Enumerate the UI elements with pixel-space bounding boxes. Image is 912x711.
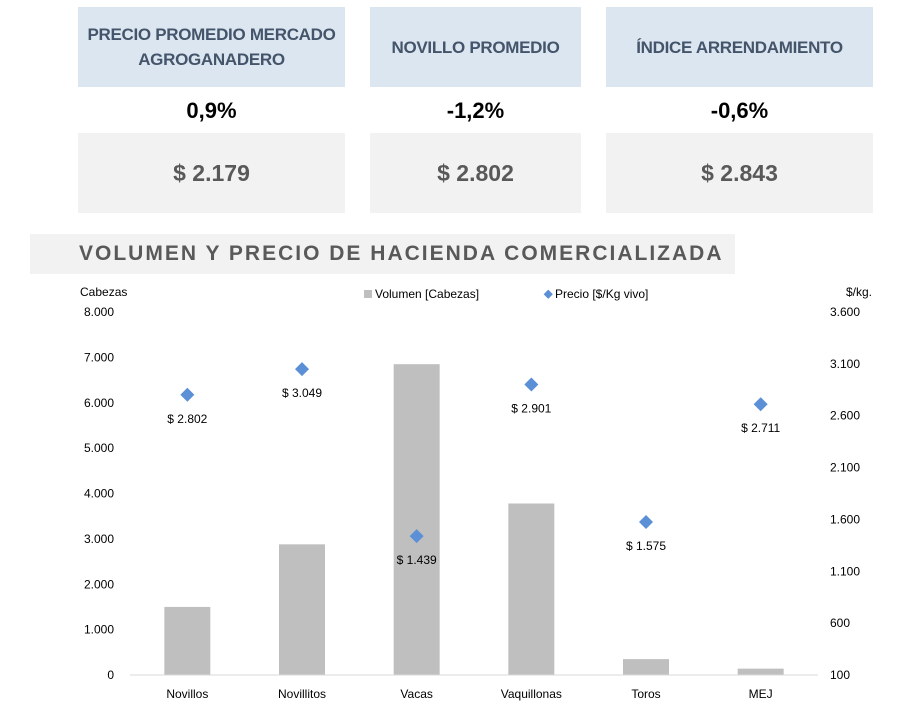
price-data-label: $ 2.802	[167, 412, 207, 426]
y-tick-label: 8.000	[84, 305, 114, 319]
price-data-label: $ 2.901	[511, 401, 551, 415]
y2-tick-label: 100	[830, 668, 850, 682]
card-title-arrendamiento: ÍNDICE ARRENDAMIENTO	[606, 7, 873, 87]
y-tick-label: 6.000	[84, 396, 114, 410]
y-tick-label: 0	[107, 668, 114, 682]
bar-novillos	[164, 606, 211, 675]
bar-toros	[623, 659, 669, 675]
card-change-arrendamiento: -0,6%	[710, 98, 769, 123]
y2-tick-label: 2.100	[830, 461, 860, 475]
price-marker-novillitos	[295, 362, 309, 377]
x-tick-label: Toros	[631, 687, 660, 701]
x-tick-label: MEJ	[749, 687, 773, 701]
card-change-mercado: 0,9%	[186, 98, 237, 123]
legend-bar-label: Volumen [Cabezas]	[375, 287, 479, 301]
y-tick-label: 3.000	[84, 532, 114, 546]
price-data-label: $ 1.575	[626, 539, 666, 553]
y2-tick-label: 600	[830, 616, 850, 630]
y-tick-label: 1.000	[84, 623, 114, 637]
card-title-mercado: PRECIO PROMEDIO MERCADO AGROGANADERO	[78, 7, 345, 87]
y2-tick-label: 3.600	[830, 305, 860, 319]
price-data-label: $ 1.439	[397, 553, 437, 567]
legend-marker-label: Precio [$/Kg vivo]	[555, 287, 648, 301]
y2-tick-label: 3.100	[830, 357, 860, 371]
x-tick-label: Novillitos	[278, 687, 326, 701]
card-change-novillo: -1,2%	[446, 98, 505, 123]
card-price-arrendamiento: $ 2.843	[606, 133, 873, 213]
y2-axis-label: $/kg.	[846, 285, 872, 299]
price-marker-vacas	[409, 529, 424, 544]
y-tick-label: 4.000	[84, 487, 114, 501]
x-tick-label: Novillos	[166, 687, 208, 701]
y-axis-label: Cabezas	[80, 285, 127, 299]
y2-tick-label: 2.600	[830, 409, 860, 423]
x-tick-label: Vacas	[400, 687, 432, 701]
y2-tick-label: 1.600	[830, 512, 860, 526]
y-tick-label: 2.000	[84, 577, 114, 591]
price-marker-mej	[753, 397, 768, 412]
bar-vaquillonas	[508, 503, 555, 675]
card-title-novillo: NOVILLO PROMEDIO	[370, 7, 581, 87]
bar-novillitos	[279, 544, 325, 675]
bar-mej	[737, 668, 784, 675]
legend-marker-swatch	[543, 289, 553, 299]
section-title: VOLUMEN Y PRECIO DE HACIENDA COMERCIALIZ…	[30, 234, 735, 274]
price-data-label: $ 3.049	[282, 386, 322, 400]
price-marker-novillos	[180, 387, 195, 402]
y-tick-label: 7.000	[84, 350, 114, 364]
card-price-novillo: $ 2.802	[370, 133, 581, 213]
price-marker-toros	[639, 515, 653, 530]
y2-tick-label: 1.100	[830, 564, 860, 578]
y-tick-label: 5.000	[84, 441, 114, 455]
legend-bar-swatch	[364, 290, 372, 298]
card-price-mercado: $ 2.179	[78, 133, 345, 213]
bar-vacas	[393, 364, 440, 675]
price-data-label: $ 2.711	[741, 421, 780, 435]
x-tick-label: Vaquillonas	[501, 687, 562, 701]
price-marker-vaquillonas	[524, 377, 539, 392]
